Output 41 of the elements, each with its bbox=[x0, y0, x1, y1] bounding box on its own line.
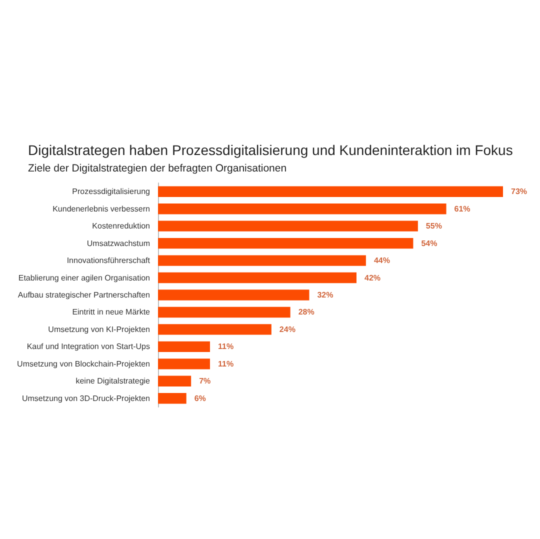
bar bbox=[158, 393, 186, 404]
y-tick-label: Etablierung einer agilen Organisation bbox=[18, 273, 150, 282]
data-label: 11% bbox=[218, 359, 234, 368]
bar bbox=[158, 324, 272, 335]
data-label: 32% bbox=[317, 290, 334, 300]
data-label: 54% bbox=[421, 238, 438, 248]
bar bbox=[158, 358, 210, 370]
bar bbox=[158, 238, 414, 249]
data-label: 42% bbox=[364, 273, 381, 282]
y-tick-label: Aufbau strategischer Partnerschaften bbox=[18, 290, 150, 300]
chart-title: Digitalstrategen haben Prozessdigitalisierung und Kundeninteraktion im Fokus bbox=[28, 142, 513, 158]
y-tick-label: Prozessdigitalisierung bbox=[72, 187, 150, 196]
bar bbox=[158, 272, 356, 284]
bar bbox=[158, 341, 210, 352]
data-label: 7% bbox=[199, 376, 211, 386]
data-label: 28% bbox=[298, 308, 314, 317]
data-label: 61% bbox=[454, 204, 470, 214]
y-tick-label: keine Digitalstrategie bbox=[76, 376, 151, 386]
bar bbox=[158, 204, 446, 214]
bar bbox=[158, 186, 503, 197]
data-label: 55% bbox=[426, 222, 442, 231]
y-tick-label: Umsatzwachstum bbox=[86, 238, 150, 248]
bar bbox=[158, 306, 290, 318]
bar bbox=[158, 255, 366, 266]
y-tick-label: Innovationsführerschaft bbox=[66, 256, 151, 266]
y-tick-label: Kostenreduktion bbox=[92, 222, 150, 231]
bar bbox=[158, 376, 192, 386]
data-label: 6% bbox=[194, 394, 206, 403]
bar bbox=[158, 220, 418, 232]
data-label: 24% bbox=[279, 324, 296, 334]
y-tick-label: Kauf und Integration von Start-Ups bbox=[26, 342, 150, 352]
y-tick-label: Umsetzung von 3D-Druck-Projekten bbox=[22, 394, 150, 403]
y-tick-label: Umsetzung von Blockchain-Projekten bbox=[17, 359, 150, 368]
y-tick-label: Kundenerlebnis verbessern bbox=[52, 204, 150, 214]
data-label: 44% bbox=[374, 256, 390, 266]
chart-subtitle: Ziele der Digitalstrategien der befragten Organisationen bbox=[28, 162, 287, 174]
data-label: 73% bbox=[511, 187, 528, 196]
y-tick-label: Eintritt in neue Märkte bbox=[72, 308, 151, 317]
y-tick-label: Umsetzung von KI-Projekten bbox=[48, 324, 150, 334]
bar bbox=[158, 290, 310, 300]
data-label: 11% bbox=[218, 342, 234, 352]
